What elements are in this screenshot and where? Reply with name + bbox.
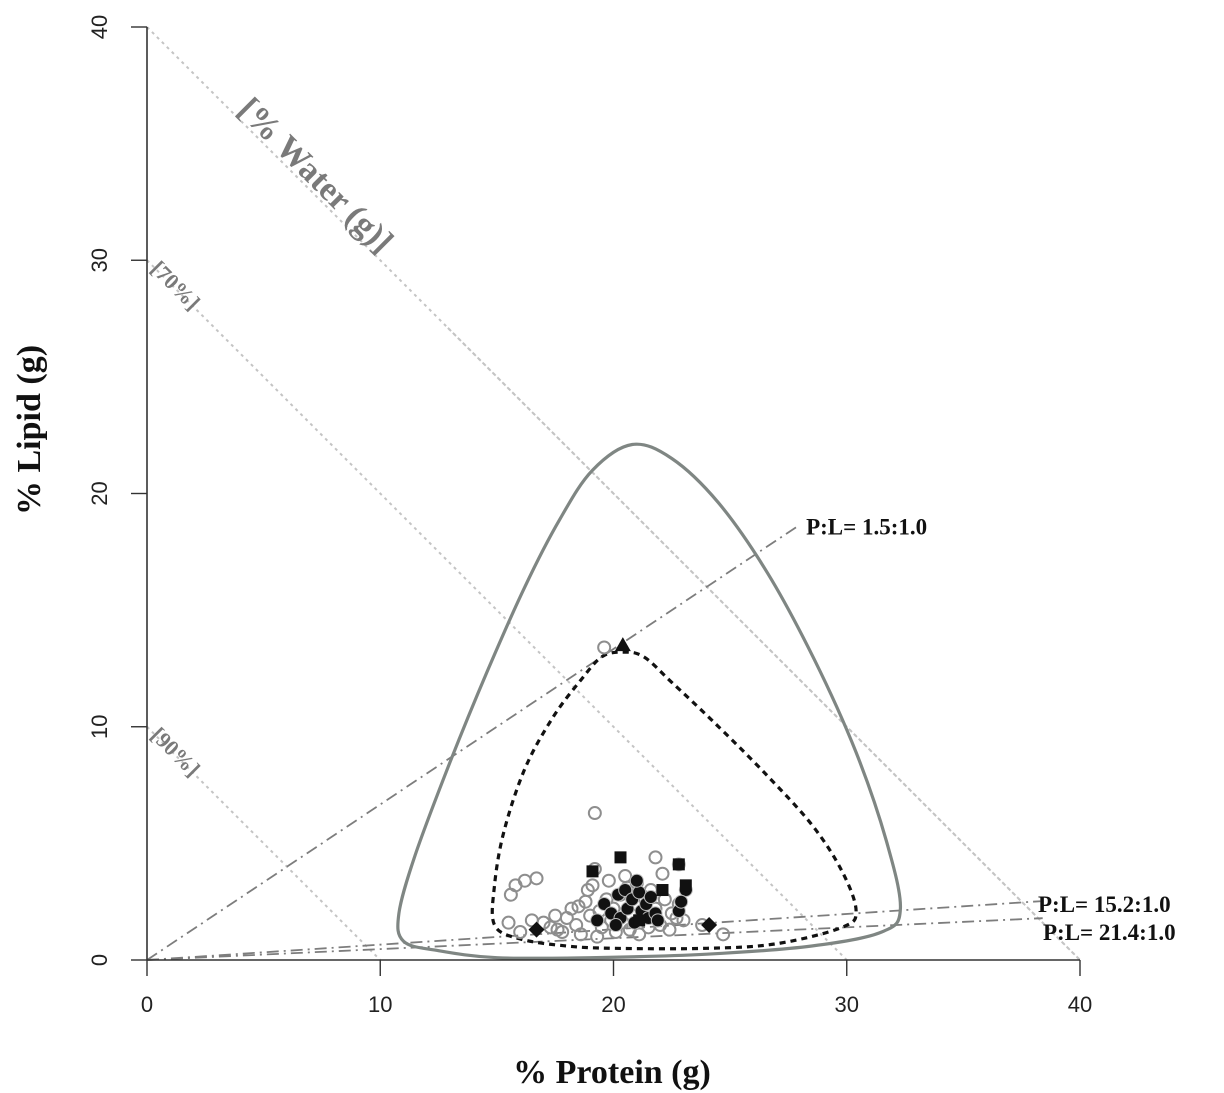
water-lines-layer [146, 26, 1081, 961]
open-circle-point [648, 850, 663, 865]
open-circle-point [529, 871, 544, 886]
open-circle-point [601, 873, 616, 888]
filled-square-point [672, 858, 685, 871]
water-line-1 [146, 726, 381, 961]
open-circle-point [580, 883, 595, 898]
filled-circle-point [618, 883, 633, 898]
open-circle-point [573, 927, 588, 942]
open-circle-point [543, 920, 558, 935]
water-line-0 [146, 259, 848, 961]
ratio-label: P:L= 21.4:1.0 [1043, 920, 1176, 945]
open-circle-point [585, 878, 600, 893]
water-line-3 [447, 327, 1081, 961]
y-tick-label: 20 [87, 481, 112, 505]
open-circle-point [618, 869, 633, 884]
open-circle-point [662, 922, 677, 937]
open-circle-point [564, 901, 579, 916]
open-circle-point [501, 915, 516, 930]
open-circle-point [548, 908, 563, 923]
ratio-line-1 [146, 900, 1041, 961]
water-axis-label: [% Water (g)] [231, 91, 400, 260]
water-pct-label: [70%] [146, 256, 205, 315]
open-circle-point [632, 927, 647, 942]
filled-circle-point [629, 873, 644, 888]
x-tick-label: 20 [601, 992, 625, 1017]
x-tick-label: 0 [141, 992, 153, 1017]
filled-circle-point [674, 894, 689, 909]
open-circle-point [571, 899, 586, 914]
y-tick-label: 0 [87, 954, 112, 966]
x-axis-title: % Protein (g) [513, 1054, 711, 1091]
filled-circle-point [650, 913, 665, 928]
x-tick-label: 10 [368, 992, 392, 1017]
filled-square-point [656, 884, 669, 897]
y-tick-label: 10 [87, 715, 112, 739]
y-tick-label: 30 [87, 248, 112, 272]
x-tick-label: 40 [1068, 992, 1092, 1017]
filled-circle-point [608, 918, 623, 933]
filled-square-point [633, 914, 646, 927]
points-layer [501, 637, 731, 944]
filled-circle-point [643, 890, 658, 905]
filled-square-point [614, 851, 627, 864]
filled-circle-point [632, 885, 647, 900]
outer-contour [396, 442, 903, 960]
ratio-lines-layer [146, 523, 1043, 961]
filled-triangle-point [614, 637, 631, 652]
ratio-label: P:L= 15.2:1.0 [1038, 892, 1171, 917]
inner-contour [490, 650, 858, 951]
filled-circle-point [590, 913, 605, 928]
labels-layer: [70%] [90%] P:L= 1.5:1.0 P:L= 15.2:1.0 P:L= … [146, 256, 1176, 945]
axes-layer: 0 10 20 30 40 0 10 20 30 40 [87, 15, 1092, 1017]
open-circle-point [716, 927, 731, 942]
x-tick-label: 30 [835, 992, 859, 1017]
filled-square-point [586, 865, 599, 878]
ratio-label: P:L= 1.5:1.0 [806, 515, 927, 540]
open-circle-point [550, 922, 565, 937]
ratio-line-0 [146, 523, 801, 961]
y-axis-title: % Lipid (g) [11, 345, 48, 515]
filled-diamond-point [701, 917, 718, 934]
open-circle-point [503, 887, 518, 902]
filled-diamond-point [528, 921, 545, 938]
open-circle-point [513, 925, 528, 940]
filled-circle-point [597, 897, 612, 912]
open-circle-point [655, 866, 670, 881]
contours-layer [396, 442, 903, 960]
filled-square-point [679, 879, 692, 892]
open-circle-point [590, 929, 605, 944]
open-circle-point [587, 806, 602, 821]
water-pct-label: [90%] [146, 722, 205, 781]
y-tick-label: 40 [87, 15, 112, 39]
open-circle-point [597, 640, 612, 655]
